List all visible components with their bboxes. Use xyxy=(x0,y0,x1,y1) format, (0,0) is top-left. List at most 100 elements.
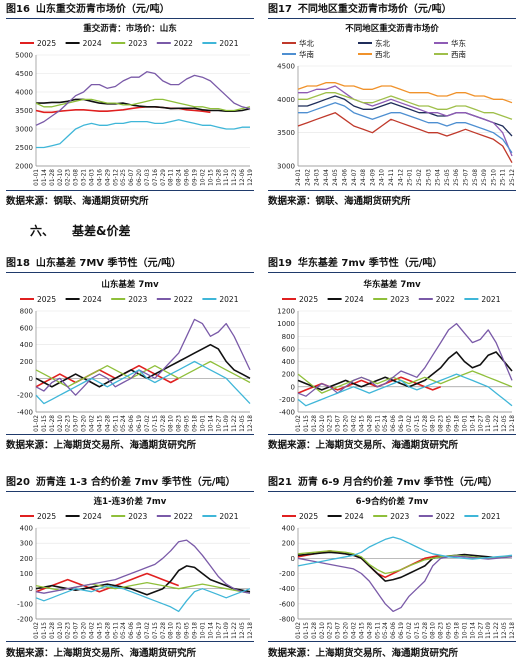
x-tick-label: 04-28 xyxy=(367,622,373,639)
x-tick-label: 04-15 xyxy=(359,415,365,432)
x-tick-label: 06-06 xyxy=(391,622,397,639)
x-tick-label: 05-12 xyxy=(113,169,119,186)
y-tick-label: 400 xyxy=(20,341,33,349)
x-tick-label: 01-28 xyxy=(312,622,318,639)
y-tick-label: -600 xyxy=(279,600,295,608)
x-tick-label: 11-22 xyxy=(232,622,238,639)
fig16-source-rule xyxy=(6,190,254,191)
y-tick-label: 4000 xyxy=(277,96,295,104)
x-tick-label: 25-05 xyxy=(445,169,451,186)
x-tick-label: 25-09 xyxy=(482,169,488,186)
y-tick-label: -200 xyxy=(279,396,295,404)
x-tick-label: 12-18 xyxy=(510,415,516,432)
legend-label: 东北 xyxy=(375,38,390,48)
x-tick-label: 04-29 xyxy=(105,169,111,186)
y-tick-label: 800 xyxy=(282,333,295,341)
x-tick-label: 03-07 xyxy=(74,415,80,432)
section-number: 六、 xyxy=(30,224,55,238)
legend-label: 2021 xyxy=(481,512,500,521)
series-line-2023 xyxy=(35,98,251,112)
series-line-华东 xyxy=(298,85,513,157)
legend-label: 2024 xyxy=(83,512,102,521)
x-tick-label: 10-01 xyxy=(200,622,206,639)
x-tick-label: 12-18 xyxy=(248,622,254,639)
x-tick-label: 03-07 xyxy=(74,622,80,639)
x-tick-label: 10-27 xyxy=(478,415,484,432)
y-tick-label: -400 xyxy=(279,585,295,593)
x-tick-label: 12-06 xyxy=(240,169,246,186)
x-tick-label: 24-01 xyxy=(296,169,302,186)
y-tick-label: 600 xyxy=(20,324,33,332)
y-tick-label: 0 xyxy=(291,555,295,563)
x-tick-label: 10-28 xyxy=(216,169,222,186)
x-tick-label: 01-28 xyxy=(312,415,318,432)
x-tick-label: 06-06 xyxy=(129,622,135,639)
series-line-2021 xyxy=(36,119,250,149)
y-tick-label: 4500 xyxy=(277,63,295,71)
x-tick-label: 25-01 xyxy=(408,169,414,186)
x-tick-label: 04-15 xyxy=(97,622,103,639)
x-tick-label: 01-15 xyxy=(304,415,310,432)
series-line-2024 xyxy=(35,565,251,596)
fig21-title: 沥青 6-9 月合约价差 7mv 季节性（元/吨） xyxy=(297,477,498,488)
fig17-heading: 图17 不同地区重交沥青市场价（元/吨） xyxy=(268,2,516,19)
x-tick-label: 12-18 xyxy=(248,415,254,432)
series-line-东北 xyxy=(298,95,513,137)
series-line-2021 xyxy=(297,373,513,407)
x-tick-label: 11-09 xyxy=(224,415,230,432)
legend-label: 2023 xyxy=(128,512,147,521)
series-line-2022 xyxy=(297,555,513,613)
x-tick-label: 07-15 xyxy=(415,415,421,432)
section-title: 基差&价差 xyxy=(72,224,131,238)
x-tick-label: 02-23 xyxy=(66,169,72,186)
x-tick-label: 25-08 xyxy=(473,169,479,186)
x-tick-label: 06-19 xyxy=(399,622,405,639)
fig17-title: 不同地区重交沥青市场价（元/吨） xyxy=(297,4,452,15)
x-tick-label: 02-23 xyxy=(66,622,72,639)
x-tick-label: 25-02 xyxy=(417,169,423,186)
x-tick-label: 03-20 xyxy=(344,622,350,639)
y-tick-label: 3500 xyxy=(277,129,295,137)
x-tick-label: 01-28 xyxy=(50,415,56,432)
legend-label: 2024 xyxy=(345,512,364,521)
series-line-华北 xyxy=(297,112,513,164)
x-tick-label: 03-07 xyxy=(336,622,342,639)
y-tick-label: 0 xyxy=(29,375,33,383)
x-tick-label: 09-18 xyxy=(455,415,461,432)
y-tick-label: 1200 xyxy=(277,308,295,316)
x-tick-label: 07-28 xyxy=(161,415,167,432)
x-tick-label: 01-15 xyxy=(42,622,48,639)
x-tick-label: 11-09 xyxy=(224,622,230,639)
series-line-2024 xyxy=(36,98,251,112)
legend-label: 2021 xyxy=(219,39,238,48)
x-tick-label: 08-23 xyxy=(177,415,183,432)
series-line-2021 xyxy=(35,360,251,405)
x-tick-label: 03-21 xyxy=(82,169,88,186)
x-tick-label: 07-02 xyxy=(145,622,151,639)
x-tick-label: 06-06 xyxy=(391,415,397,432)
fig20-source-rule xyxy=(6,641,254,642)
chart-title: 山东基差 7mv xyxy=(101,279,159,290)
x-tick-label: 05-11 xyxy=(113,622,119,639)
series-line-2024 xyxy=(297,551,513,582)
x-tick-label: 24-03 xyxy=(315,169,321,186)
x-tick-label: 02-23 xyxy=(66,415,72,432)
x-tick-label: 09-19 xyxy=(193,169,199,186)
series-line-华南 xyxy=(298,102,513,154)
fig21-source-rule xyxy=(268,641,516,642)
y-tick-label: -400 xyxy=(17,409,33,417)
x-tick-label: 03-20 xyxy=(344,415,350,432)
x-tick-label: 08-10 xyxy=(169,415,175,432)
fig17-number: 图17 xyxy=(268,4,292,15)
x-tick-label: 01-01 xyxy=(34,169,40,186)
legend-label: 2025 xyxy=(37,39,56,48)
x-tick-label: 06-06 xyxy=(129,415,135,432)
y-tick-label: 3000 xyxy=(277,163,295,171)
legend-label: 2024 xyxy=(83,295,102,304)
y-tick-label: 2500 xyxy=(15,144,33,152)
fig20-heading: 图20 沥青连 1-3 合约价差 7mv 季节性（元/吨） xyxy=(6,475,254,492)
x-tick-label: 11-09 xyxy=(486,415,492,432)
x-tick-label: 25-12 xyxy=(510,169,516,186)
x-tick-label: 24-09 xyxy=(370,169,376,186)
x-tick-label: 11-22 xyxy=(494,622,500,639)
